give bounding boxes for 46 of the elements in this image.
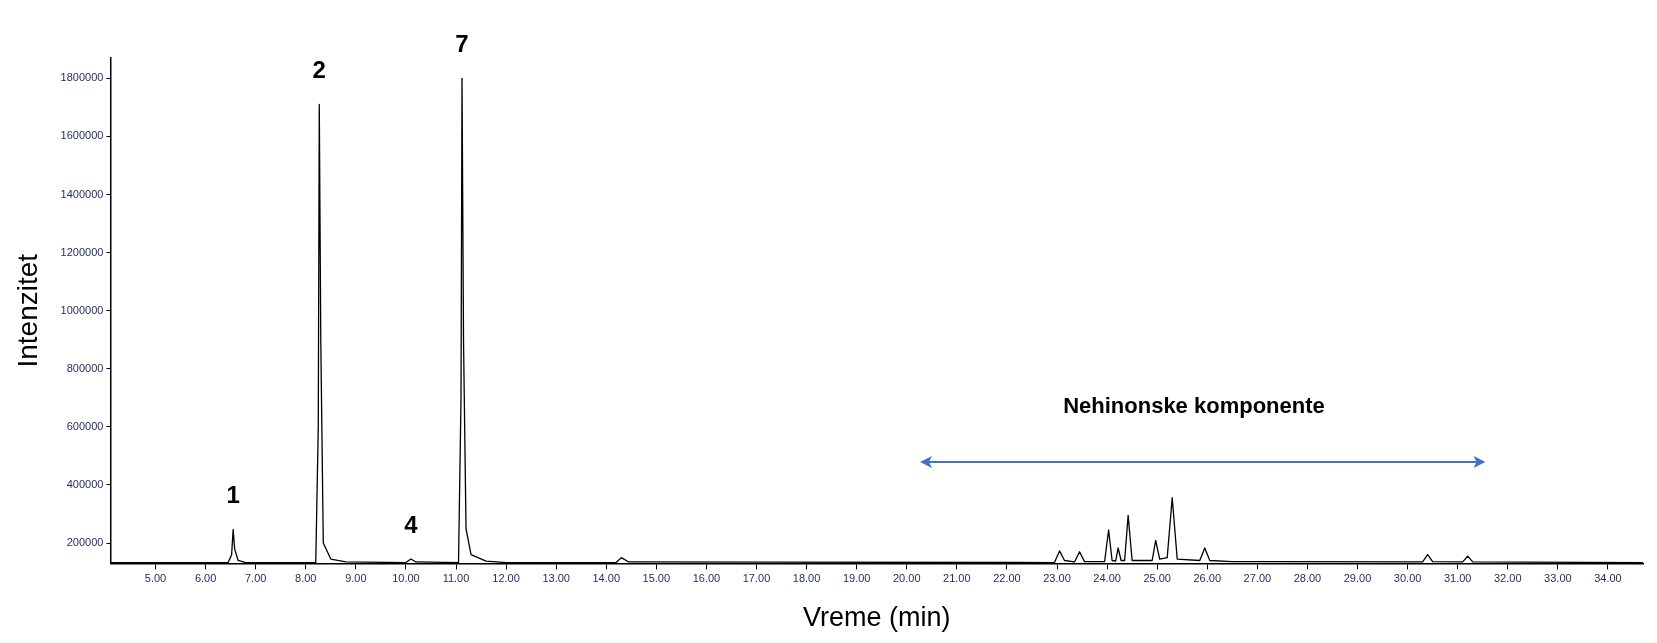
x-tick-label: 20.00 — [893, 572, 921, 585]
x-tick-label: 10.00 — [392, 572, 420, 585]
y-tick-label: 800000 — [66, 361, 104, 374]
annotation: 4 — [404, 511, 419, 539]
annotation: Nehinonske komponente — [1063, 392, 1325, 418]
x-tick-label: 7.00 — [244, 572, 267, 585]
x-tick-label: 25.00 — [1143, 572, 1171, 585]
x-tick-label: 23.00 — [1043, 572, 1071, 585]
x-tick-label: 26.00 — [1193, 572, 1222, 585]
x-tick-label: 13.00 — [542, 572, 570, 585]
x-tick-label: 16.00 — [692, 572, 721, 585]
x-tick-label: 5.00 — [144, 572, 167, 585]
y-tick-label: 1600000 — [60, 129, 104, 142]
y-tick-label: 1000000 — [60, 303, 104, 316]
y-tick-label: 200000 — [66, 536, 104, 549]
y-tick-label: 1200000 — [60, 245, 104, 258]
x-tick-label: 29.00 — [1343, 572, 1372, 585]
x-tick-label: 17.00 — [742, 572, 771, 585]
x-tick-label: 8.00 — [295, 572, 317, 585]
x-tick-label: 22.00 — [993, 572, 1021, 585]
x-tick-label: 15.00 — [642, 572, 671, 585]
x-tick-label: 18.00 — [792, 572, 821, 585]
x-tick-label: 34.00 — [1594, 572, 1622, 585]
y-tick-label: 600000 — [66, 419, 104, 432]
x-tick-label: 32.00 — [1494, 572, 1522, 585]
x-tick-label: 31.00 — [1443, 572, 1472, 585]
x-tick-label: 24.00 — [1093, 572, 1121, 585]
x-tick-label: 21.00 — [943, 572, 971, 585]
y-tick-label: 1400000 — [60, 187, 104, 200]
x-tick-label: 27.00 — [1243, 572, 1272, 585]
x-tick-label: 28.00 — [1293, 572, 1322, 585]
x-tick-label: 9.00 — [345, 572, 367, 585]
annotation: 7 — [455, 30, 469, 58]
annotation: 1 — [226, 481, 240, 509]
y-tick-label: 400000 — [66, 478, 104, 491]
x-axis-title: Vreme (min) — [802, 602, 951, 633]
y-tick-label: 1800000 — [60, 71, 104, 84]
x-tick-label: 33.00 — [1544, 572, 1572, 585]
x-tick-label: 30.00 — [1393, 572, 1422, 585]
x-tick-label: 12.00 — [492, 572, 520, 585]
y-axis-title: Intenzitet — [11, 253, 43, 368]
annotation: 2 — [312, 56, 326, 84]
x-tick-label: 6.00 — [194, 572, 217, 585]
x-tick-label: 11.00 — [442, 572, 470, 585]
x-tick-label: 19.00 — [842, 572, 871, 585]
x-tick-label: 14.00 — [592, 572, 621, 585]
